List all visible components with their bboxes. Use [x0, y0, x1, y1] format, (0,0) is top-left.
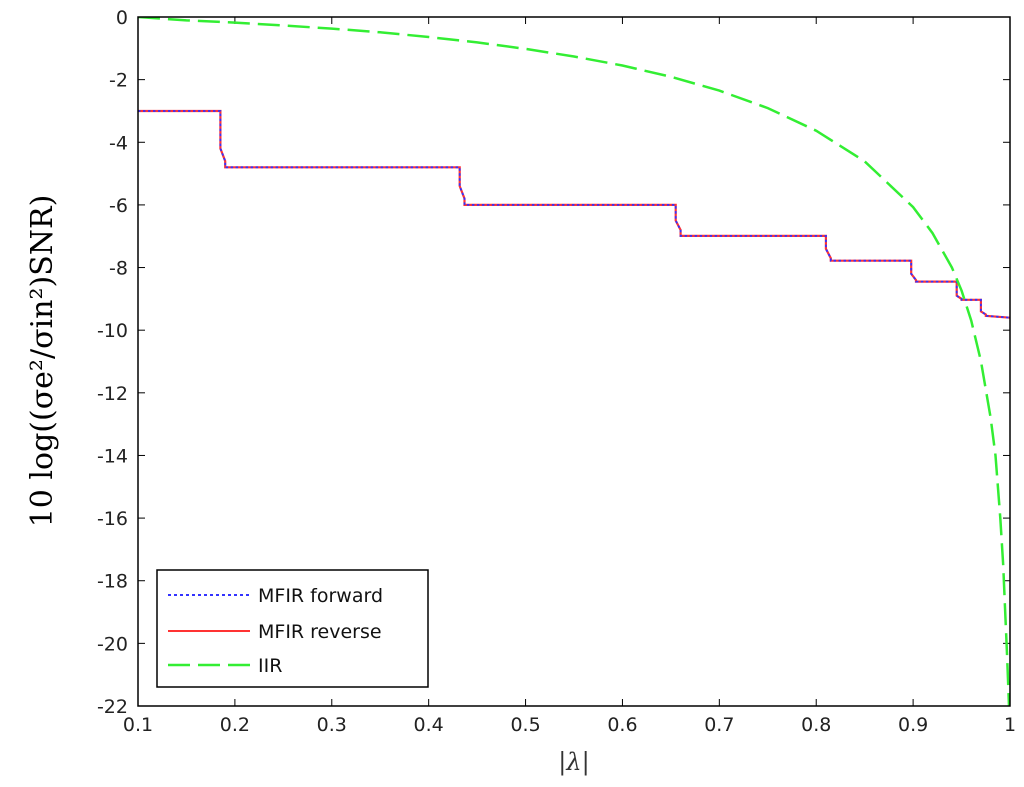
x-tick-label: 0.2	[220, 714, 250, 736]
y-tick-label: 0	[116, 7, 128, 29]
x-tick-label: 0.1	[123, 714, 153, 736]
y-tick-label: -6	[109, 195, 128, 217]
y-tick-label: -8	[109, 258, 128, 280]
tick-layer: 0.1 0.2 0.3 0.4 0.5 0.6 0.7 0.8 0.9 1 0 -2 -4 -6 -8 -10…	[97, 7, 1016, 736]
x-tick-label: 0.8	[801, 714, 831, 736]
legend: MFIR forward MFIR reverse IIR	[156, 569, 429, 688]
series-line-iir	[138, 17, 1010, 706]
y-tick-label: -12	[97, 383, 128, 405]
y-tick-label: -4	[109, 132, 128, 154]
x-tick-label: 0.7	[704, 714, 734, 736]
legend-box	[156, 569, 429, 688]
series-line-mfir-reverse	[138, 109, 1010, 319]
series-layer	[138, 17, 1010, 706]
y-axis-label: 10 log((σe²/σin²)SNR)	[25, 195, 60, 528]
plot-frame	[137, 16, 1011, 707]
y-tick-label: -14	[97, 445, 128, 467]
legend-label-mfir-reverse: MFIR reverse	[258, 621, 382, 643]
x-tick-label: 0.5	[510, 714, 540, 736]
legend-label-mfir-forward: MFIR forward	[258, 585, 383, 607]
x-axis-label: |λ|	[558, 748, 589, 777]
x-tick-label: 0.9	[898, 714, 928, 736]
series-line-mfir-forward	[138, 110, 1010, 319]
y-tick-label: -20	[97, 633, 128, 655]
y-tick-label: -18	[97, 571, 128, 593]
x-tick-label: 0.3	[317, 714, 347, 736]
y-tick-label: -10	[97, 320, 128, 342]
x-tick-label: 0.4	[414, 714, 444, 736]
y-tick-label: -2	[109, 70, 128, 92]
x-tick-label: 0.6	[607, 714, 637, 736]
y-tick-label: -22	[97, 696, 128, 718]
legend-label-iir: IIR	[258, 655, 282, 677]
x-tick-label: 1	[1004, 714, 1016, 736]
y-tick-label: -16	[97, 508, 128, 530]
